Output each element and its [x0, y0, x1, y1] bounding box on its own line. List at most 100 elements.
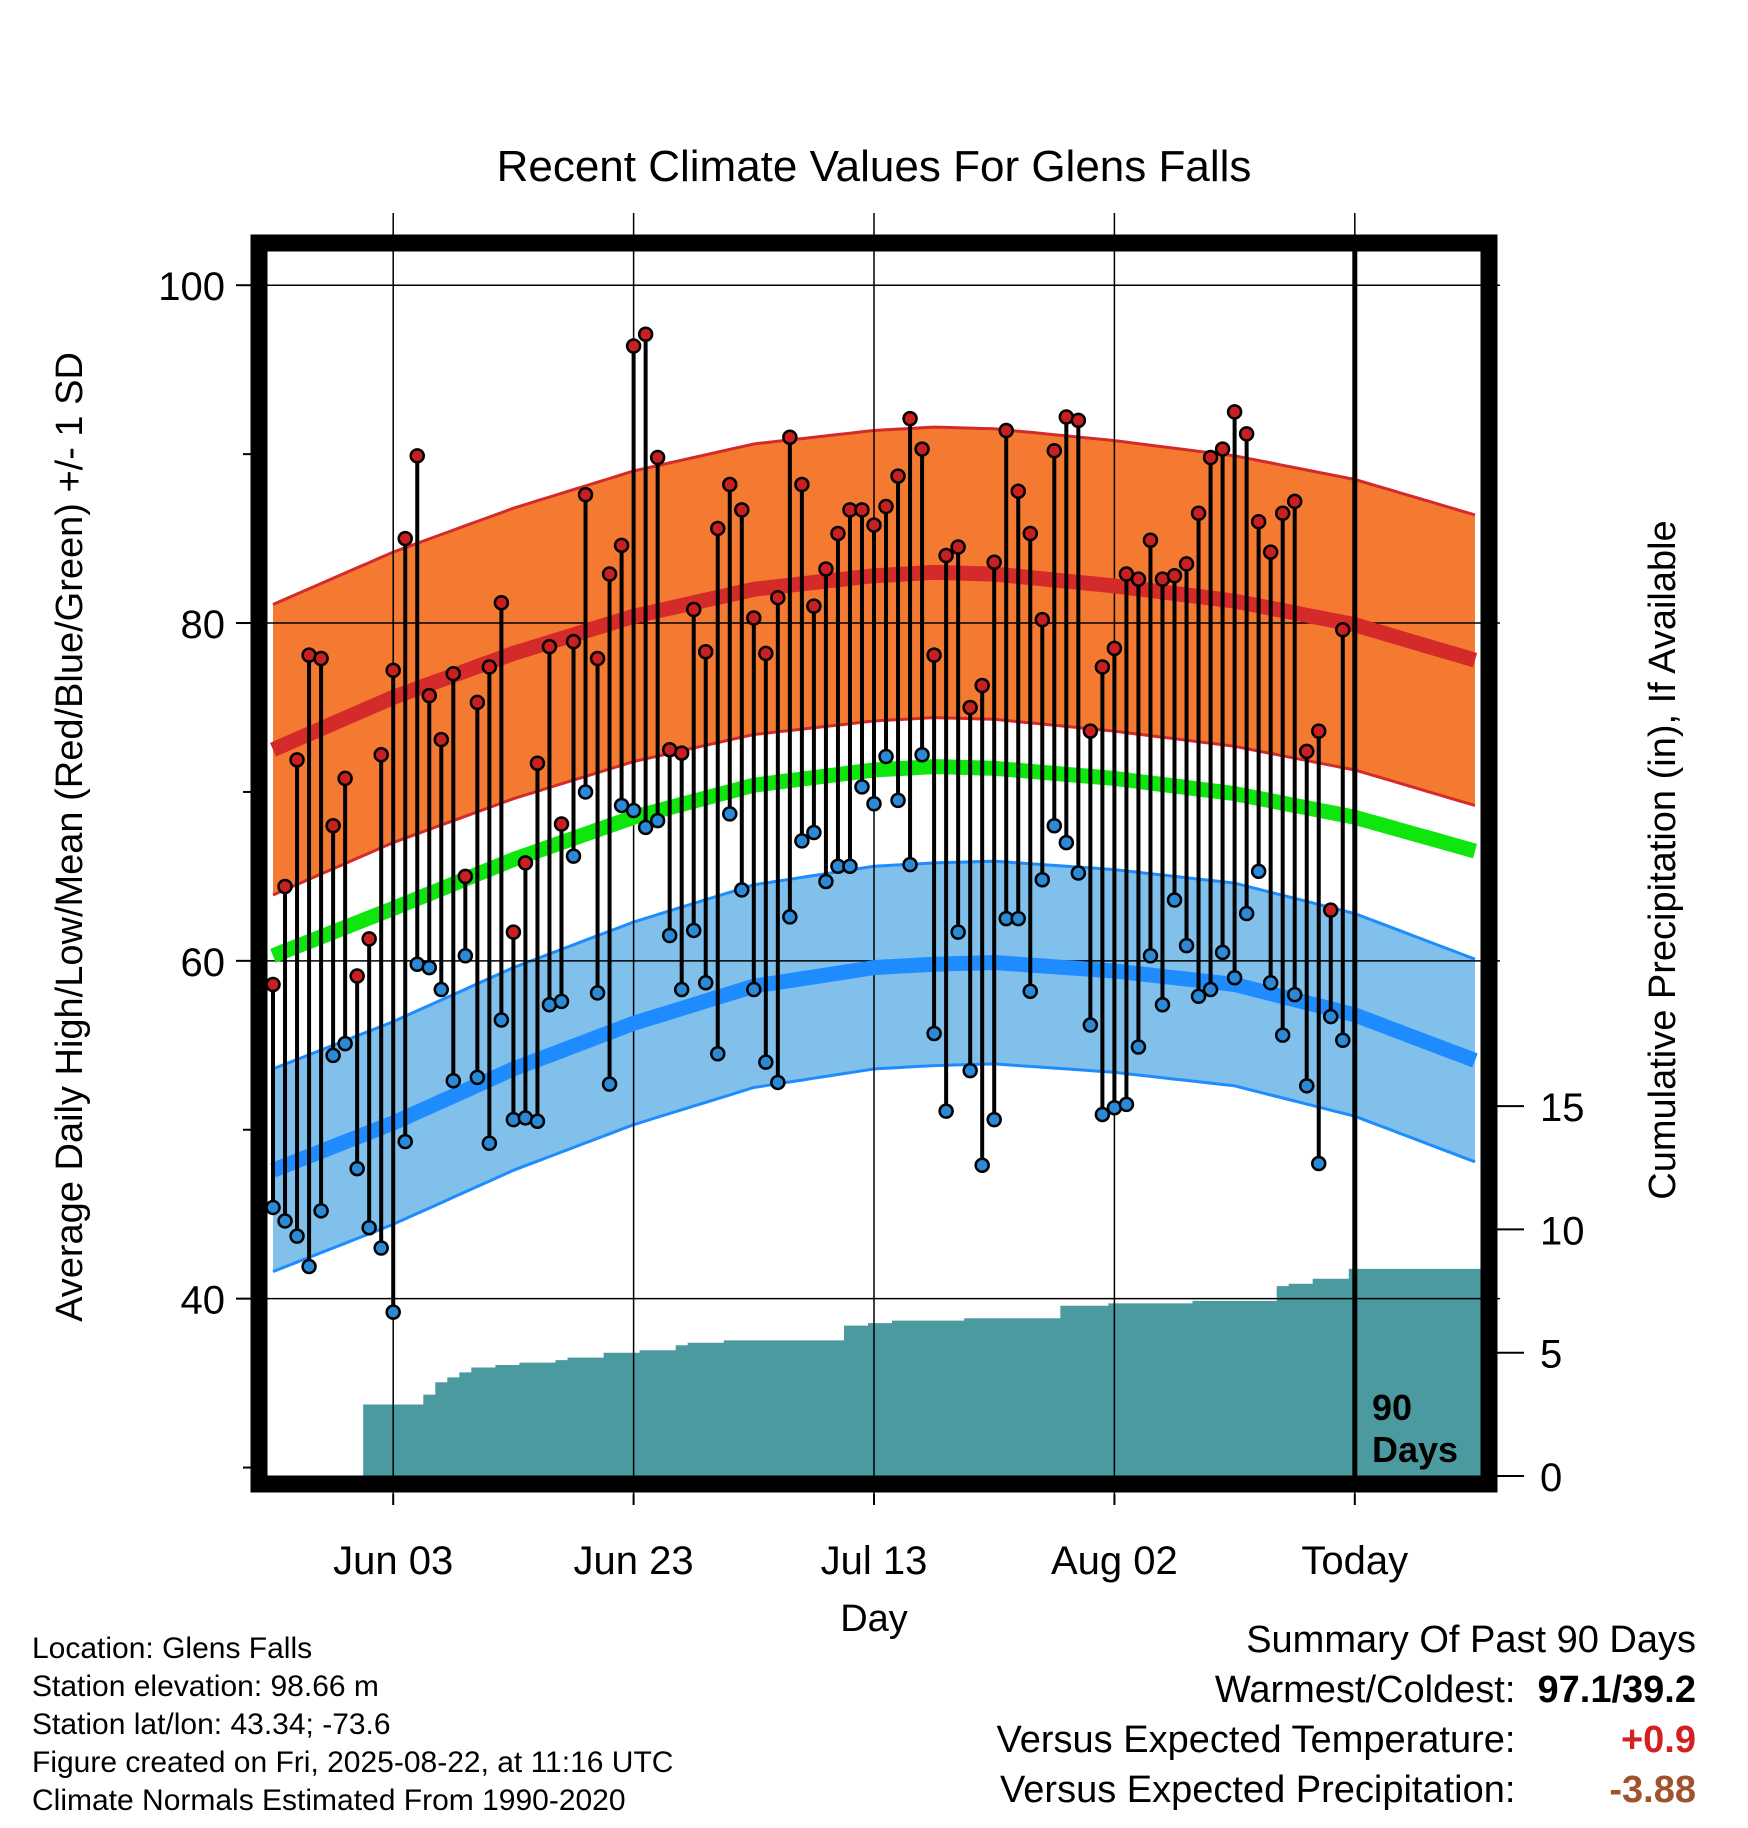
- high-point: [589, 650, 606, 667]
- low-point: [457, 948, 474, 964]
- low-point: [1094, 1106, 1111, 1123]
- high-point: [337, 770, 353, 787]
- low-point: [481, 1135, 498, 1152]
- low-point: [1058, 834, 1075, 851]
- low-point: [601, 1076, 618, 1092]
- low-point: [1262, 975, 1279, 991]
- temp-label: Versus Expected Temperature:: [996, 1719, 1516, 1761]
- low-point: [950, 924, 966, 940]
- low-point: [1130, 1039, 1147, 1055]
- high-point: [565, 633, 582, 650]
- high-point: [625, 338, 642, 354]
- x-tick-label: Jun 23: [574, 1539, 694, 1583]
- summary-warm-cold-row: Warmest/Coldest: 97.1/39.2: [997, 1665, 1696, 1715]
- high-point: [421, 687, 438, 704]
- high-point: [1190, 505, 1207, 521]
- low-point: [553, 993, 570, 1010]
- high-point: [649, 449, 666, 466]
- y-axis-label-right: Cumulative Precipitation (in), If Availa…: [1642, 520, 1684, 1199]
- y-tick-label: 100: [158, 265, 225, 309]
- low-point: [1335, 1032, 1351, 1048]
- x-axis-label: Day: [840, 1598, 908, 1640]
- low-point: [794, 833, 810, 849]
- high-point: [1046, 443, 1063, 459]
- summary-temp-row: Versus Expected Temperature: +0.9: [997, 1715, 1696, 1765]
- high-point: [1286, 493, 1303, 510]
- high-point: [1082, 723, 1099, 739]
- high-point: [818, 561, 834, 577]
- low-point: [1190, 988, 1207, 1005]
- low-point: [746, 981, 762, 998]
- precip-label: Versus Expected Precipitation:: [1000, 1769, 1516, 1811]
- high-point: [685, 601, 702, 618]
- high-point: [313, 650, 329, 667]
- high-point: [529, 755, 546, 771]
- low-point: [625, 802, 642, 819]
- high-point: [553, 816, 570, 832]
- x-tick-label: Aug 02: [1051, 1539, 1178, 1583]
- high-point: [758, 645, 774, 662]
- high-point: [481, 659, 498, 675]
- low-point: [1154, 997, 1171, 1013]
- low-point: [818, 873, 834, 890]
- low-point: [673, 981, 690, 998]
- high-point: [962, 699, 978, 716]
- high-point: [1178, 556, 1195, 572]
- high-point: [722, 476, 738, 493]
- low-point: [265, 1199, 281, 1216]
- low-point: [637, 819, 654, 836]
- high-point: [1202, 449, 1219, 466]
- low-point: [1202, 981, 1219, 998]
- high-point: [866, 517, 882, 533]
- low-point: [878, 748, 894, 765]
- y-tick-label: 40: [181, 1279, 226, 1323]
- station-info: Location: Glens Falls Station elevation:…: [32, 1630, 673, 1820]
- low-point: [782, 909, 798, 925]
- low-point: [1022, 983, 1039, 999]
- high-point: [433, 731, 450, 748]
- low-point: [709, 1045, 726, 1062]
- high-point: [1142, 532, 1159, 549]
- summary-heading: Summary Of Past 90 Days: [1246, 1619, 1696, 1661]
- high-point: [517, 855, 534, 871]
- x-tick-label: Jun 03: [333, 1539, 453, 1583]
- low-point: [337, 1035, 353, 1052]
- low-point: [806, 824, 822, 841]
- high-point: [806, 598, 822, 614]
- created-text: Figure created on Fri, 2025-08-22, at 11…: [32, 1746, 674, 1779]
- low-point: [433, 981, 450, 998]
- daily-points: [265, 326, 1351, 1320]
- precip-tick-label: 10: [1540, 1209, 1585, 1253]
- low-point: [649, 812, 666, 829]
- high-point: [709, 520, 726, 537]
- low-point: [361, 1219, 377, 1236]
- high-point: [613, 537, 630, 554]
- high-point: [902, 410, 918, 427]
- high-point: [938, 547, 954, 564]
- high-point: [1106, 640, 1123, 657]
- high-point: [734, 502, 750, 518]
- low-point: [1082, 1017, 1099, 1033]
- low-point: [313, 1203, 329, 1219]
- normal-low-line: [270, 954, 1478, 1178]
- warm-cold-value: 97.1/39.2: [1537, 1669, 1696, 1711]
- high-point: [1166, 567, 1183, 584]
- location-text: Location: Glens Falls: [32, 1632, 313, 1665]
- y-tick-label: 80: [181, 603, 226, 647]
- low-point: [1178, 937, 1195, 954]
- low-point: [445, 1073, 462, 1089]
- low-point: [397, 1133, 413, 1150]
- high-point: [1034, 611, 1051, 628]
- high-point: [1310, 723, 1327, 739]
- high-point: [457, 868, 474, 885]
- high-point: [914, 441, 930, 457]
- low-point: [758, 1054, 774, 1070]
- low-point: [565, 848, 582, 864]
- high-point: [854, 502, 870, 518]
- x-tick-label: Jul 13: [821, 1539, 928, 1583]
- high-point: [265, 976, 281, 993]
- high-point: [289, 752, 305, 768]
- high-point: [1323, 902, 1339, 918]
- low-point: [962, 1062, 978, 1079]
